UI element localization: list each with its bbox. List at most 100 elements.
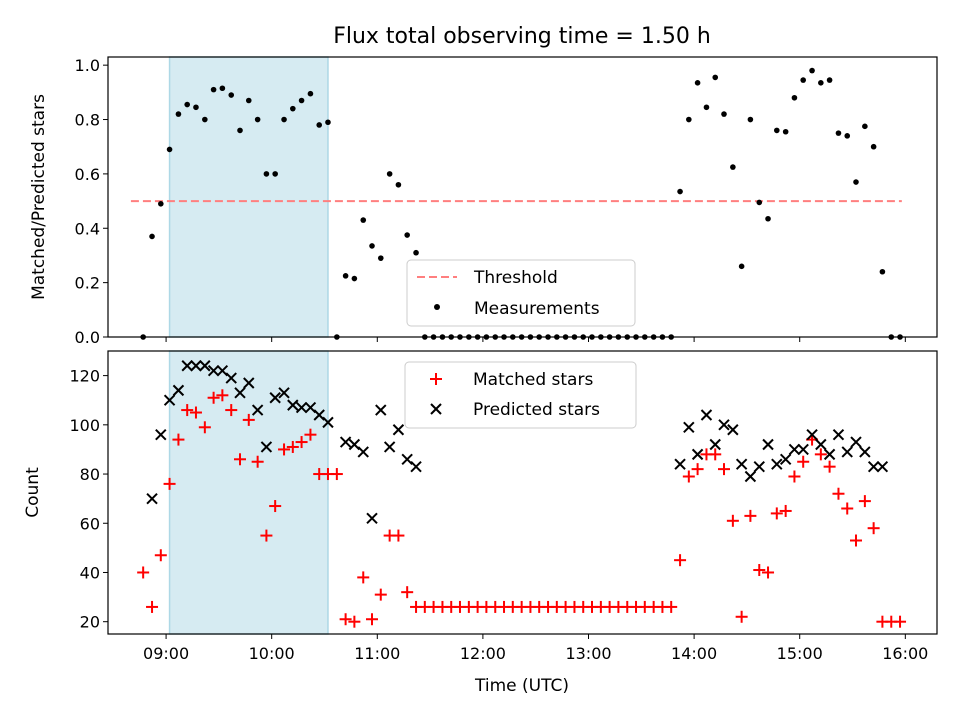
matched-star-point <box>726 514 739 527</box>
measurement-point <box>413 249 419 256</box>
measurement-point <box>228 92 235 98</box>
legend-matched-label: Matched stars <box>473 370 593 390</box>
matched-star-point <box>198 421 211 434</box>
measurement-point <box>316 122 323 128</box>
matched-star-point <box>744 509 757 522</box>
matched-star-point <box>717 463 730 476</box>
matched-star-point <box>260 529 273 542</box>
matched-star-point <box>674 554 687 567</box>
predicted-star-point <box>251 404 264 416</box>
top-observing-window <box>168 56 329 338</box>
measurement-point <box>325 119 331 126</box>
matched-star-point <box>330 468 343 481</box>
predicted-star-point <box>841 446 853 458</box>
legend-measurements-label: Measurements <box>474 299 600 319</box>
predicted-star-point <box>832 428 845 441</box>
measurement-point <box>730 164 736 170</box>
matched-star-point <box>242 413 255 426</box>
matched-star-point <box>779 504 792 517</box>
measurement-point <box>756 199 763 206</box>
matched-star-point <box>286 440 299 453</box>
matched-star-point <box>216 389 229 402</box>
top-axes-frame <box>107 56 938 338</box>
bottom-xtick-label: 09:00 <box>143 644 189 663</box>
chart-title: Flux total observing time = 1.50 h <box>333 24 711 49</box>
matched-star-point <box>374 588 387 601</box>
matched-star-point <box>823 460 836 473</box>
predicted-star-point <box>401 453 413 465</box>
predicted-star-point <box>753 460 765 473</box>
predicted-star-point <box>155 428 167 441</box>
measurement-point <box>219 85 226 92</box>
bottom-y-axis-label: Count <box>23 467 43 518</box>
bottom-ytick-label: 60 <box>80 514 100 533</box>
measurement-point <box>360 217 367 223</box>
predicted-star-point <box>287 399 299 411</box>
predicted-star-point <box>718 419 730 431</box>
matched-star-point <box>770 507 783 520</box>
predicted-star-point <box>779 453 792 465</box>
predicted-star-point <box>410 460 422 473</box>
matched-star-point <box>154 549 167 562</box>
measurement-point <box>184 101 191 108</box>
predicted-star-point <box>392 424 405 436</box>
matched-star-point <box>163 477 176 490</box>
matched-star-point <box>665 600 678 613</box>
matched-star-point <box>295 436 308 449</box>
measurement-point <box>738 263 745 270</box>
predicted-star-point <box>357 446 369 458</box>
bottom-xtick-label: 15:00 <box>777 644 823 663</box>
measurement-point <box>263 171 270 177</box>
predicted-star-point <box>295 401 308 414</box>
bottom-xtick-label: 13:00 <box>565 644 611 663</box>
top-ytick-label: 0.8 <box>75 111 100 130</box>
measurement-point <box>818 80 824 86</box>
matched-star-point <box>832 487 845 500</box>
measurement-point <box>386 171 393 177</box>
measurement-point <box>166 146 173 153</box>
measurement-point <box>395 181 402 188</box>
matched-star-point <box>225 404 238 417</box>
top-ytick-label: 0.6 <box>75 165 100 184</box>
measurement-point <box>254 116 261 123</box>
predicted-star-point <box>366 512 378 525</box>
predicted-star-point <box>172 384 185 397</box>
measurement-point <box>210 86 217 93</box>
predicted-star-point <box>788 443 801 456</box>
predicted-star-point <box>691 448 704 461</box>
matched-star-point <box>867 522 880 535</box>
measurement-point <box>694 80 701 86</box>
matched-star-point <box>762 566 775 579</box>
predicted-star-point <box>762 438 774 451</box>
matched-star-point <box>858 495 871 508</box>
matched-star-point <box>137 566 150 579</box>
predicted-star-point <box>216 364 229 377</box>
measurement-point <box>791 94 798 101</box>
measurement-point <box>307 90 314 97</box>
predicted-star-point <box>375 404 387 416</box>
matched-star-point <box>146 600 159 613</box>
predicted-star-point <box>744 470 757 483</box>
predicted-star-point <box>859 446 871 458</box>
measurement-point <box>721 111 727 117</box>
predicted-star-point <box>199 360 211 372</box>
measurement-point <box>800 77 806 83</box>
predicted-star-point <box>823 448 836 461</box>
bottom-xtick-label: 11:00 <box>354 644 400 663</box>
predicted-star-point <box>348 438 361 451</box>
matched-star-point <box>788 470 801 483</box>
measurement-point <box>747 116 754 123</box>
bottom-ytick-label: 40 <box>80 563 100 582</box>
bottom-axes-frame <box>107 350 938 635</box>
bottom-legend: Matched stars Predicted stars <box>404 361 637 429</box>
measurement-point <box>782 128 789 135</box>
measurement-point <box>809 67 815 74</box>
measurement-point <box>870 143 877 150</box>
top-y-axis-label: Matched/Predicted stars <box>29 94 49 300</box>
measurement-point <box>175 111 182 117</box>
measurement-point <box>879 268 886 275</box>
measurement-point <box>844 133 851 139</box>
matched-star-point <box>814 448 827 461</box>
measurement-point <box>158 200 164 207</box>
predicted-star-point <box>339 436 352 448</box>
